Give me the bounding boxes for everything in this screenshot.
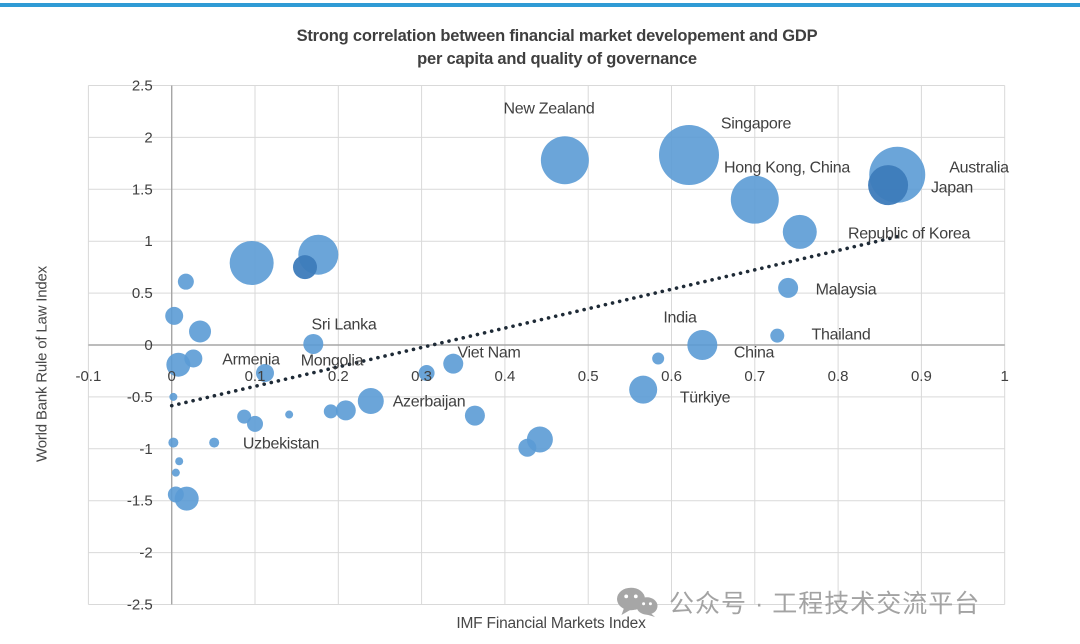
x-tick-label: 0.9 xyxy=(911,368,932,385)
bubble xyxy=(464,405,485,426)
x-tick-label: 0.7 xyxy=(744,368,765,385)
bubble-hong-kong-china xyxy=(730,175,779,224)
y-tick-label: -1.5 xyxy=(127,493,153,510)
point-label: India xyxy=(663,310,697,327)
x-tick-label: 0.4 xyxy=(494,368,515,385)
x-tick-label: 1 xyxy=(1001,368,1009,385)
y-axis-title: World Bank Rule of Law Index xyxy=(33,266,51,462)
bubble xyxy=(323,404,338,419)
point-label: Sri Lanka xyxy=(312,317,377,334)
y-tick-label: -0.5 xyxy=(127,389,153,406)
point-label: Viet Nam xyxy=(457,345,520,362)
watermark-text: 公众号 · 工程技术交流平台 xyxy=(669,590,981,618)
point-label: Singapore xyxy=(721,116,792,133)
bubble-japan xyxy=(868,165,909,206)
bubble xyxy=(285,410,294,419)
bubble-mongolia xyxy=(335,400,356,421)
bubble-china xyxy=(687,330,718,360)
x-tick-label: 0.5 xyxy=(578,368,599,385)
x-tick-label: 0.6 xyxy=(661,368,682,385)
wechat-icon xyxy=(617,587,658,617)
bubble-t-rkiye xyxy=(629,375,658,404)
x-tick-label: 0.2 xyxy=(328,368,349,385)
point-label: Uzbekistan xyxy=(243,436,319,453)
bubble-azerbaijan xyxy=(357,388,384,415)
bubble-thailand xyxy=(770,328,785,343)
bubble xyxy=(169,392,178,401)
chart-title-line2: per capita and quality of governance xyxy=(417,50,697,68)
x-axis-title: IMF Financial Markets Index xyxy=(456,615,646,632)
bubble xyxy=(168,437,179,448)
bubble xyxy=(177,273,194,290)
y-tick-label: -2.5 xyxy=(127,597,153,614)
chart-title-line1: Strong correlation between financial mar… xyxy=(296,27,818,45)
y-tick-label: 1.5 xyxy=(132,181,153,198)
bubble-new-zealand xyxy=(540,136,589,185)
y-tick-label: 2.5 xyxy=(132,78,153,95)
bubble-uzbekistan xyxy=(209,437,220,448)
bubble xyxy=(247,415,263,432)
watermark: 公众号 · 工程技术交流平台 xyxy=(616,584,980,620)
y-tick-label: 0 xyxy=(144,337,152,354)
y-tick-label: -2 xyxy=(139,545,152,562)
bubble xyxy=(237,409,252,424)
x-tick-label: 0 xyxy=(168,368,176,385)
point-label: Thailand xyxy=(812,327,871,344)
y-tick-label: 1 xyxy=(144,233,152,250)
bubble-armenia xyxy=(255,364,274,383)
bubble xyxy=(174,486,199,511)
point-label: New Zealand xyxy=(504,101,595,118)
point-label: Hong Kong, China xyxy=(724,160,850,177)
bubble xyxy=(292,255,317,280)
top-border-line xyxy=(0,3,1080,7)
point-label: Türkiye xyxy=(680,390,731,407)
point-label: China xyxy=(734,345,775,362)
y-tick-label: 2 xyxy=(144,129,152,146)
point-label: Armenia xyxy=(222,352,280,369)
chart-title: Strong correlation between financial mar… xyxy=(107,25,1007,71)
y-tick-label: 0.5 xyxy=(132,285,153,302)
bubble xyxy=(418,365,435,382)
x-tick-label: 0.3 xyxy=(411,368,432,385)
point-label: Australia xyxy=(949,160,1009,177)
bubble-sri-lanka xyxy=(303,333,324,354)
bubble-singapore xyxy=(658,125,719,186)
point-label: Azerbaijan xyxy=(393,394,466,411)
trendline xyxy=(169,234,903,408)
bubble-india xyxy=(652,352,665,365)
point-label: Republic of Korea xyxy=(848,226,970,243)
bubble xyxy=(175,457,184,466)
bubble-republic-of-korea xyxy=(782,214,817,249)
bubble xyxy=(165,306,184,325)
x-tick-label: 0.8 xyxy=(828,368,849,385)
bubble xyxy=(229,240,274,285)
point-label: Malaysia xyxy=(816,282,877,299)
bubble-malaysia xyxy=(778,277,799,298)
y-tick-label: -1 xyxy=(139,441,152,458)
bubble xyxy=(184,349,203,368)
x-tick-label: -0.1 xyxy=(75,368,101,385)
bubble xyxy=(526,426,553,453)
point-label: Japan xyxy=(931,180,973,197)
bubble xyxy=(171,468,180,477)
bubble xyxy=(189,320,212,343)
bubble-viet-nam xyxy=(443,353,464,374)
point-label: Mongolia xyxy=(301,353,364,370)
x-tick-label: 0.1 xyxy=(245,368,266,385)
